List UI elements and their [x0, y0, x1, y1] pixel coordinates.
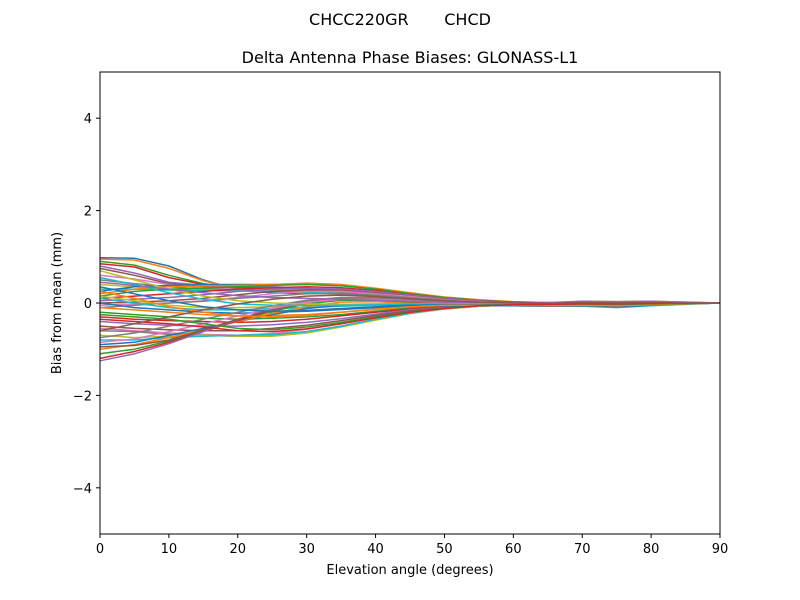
x-tick-label: 40 [367, 542, 384, 557]
series-line [99, 302, 720, 333]
x-tick-label: 0 [96, 542, 104, 557]
x-axis-label: Elevation angle (degrees) [326, 563, 493, 578]
y-tick-label: 4 [84, 112, 92, 127]
series-line [99, 290, 721, 318]
x-tick-label: 20 [230, 542, 247, 557]
x-axis: 0 10 20 30 40 50 60 70 80 90 [96, 534, 728, 557]
y-tick-label: −4 [73, 482, 92, 497]
x-tick-label: 70 [574, 542, 591, 557]
y-tick-label: −2 [73, 389, 92, 404]
x-tick-label: 50 [436, 542, 453, 557]
x-tick-label: 30 [298, 542, 315, 557]
x-tick-label: 90 [712, 542, 729, 557]
y-tick-label: 0 [84, 297, 92, 312]
y-tick-label: 2 [84, 205, 92, 220]
figure-suptitle: CHCC220GR CHCD [309, 10, 491, 29]
x-tick-label: 10 [161, 542, 178, 557]
chart-title: Delta Antenna Phase Biases: GLONASS-L1 [241, 48, 579, 67]
series-line [99, 294, 720, 332]
y-axis: −4 −2 0 2 4 [73, 112, 100, 497]
x-tick-label: 60 [505, 542, 522, 557]
x-tick-label: 80 [643, 542, 660, 557]
series-lines [99, 256, 721, 362]
y-axis-label: Bias from mean (mm) [50, 232, 65, 374]
series-line [99, 281, 721, 304]
